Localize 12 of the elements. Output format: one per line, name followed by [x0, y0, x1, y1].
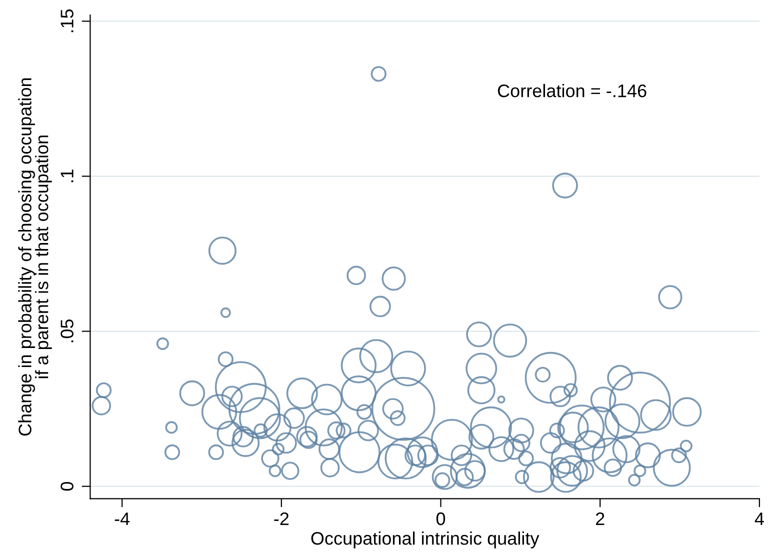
x-tick-label: 4 [754, 512, 764, 526]
y-axis-title: Change in probability of choosing occupation if a parent is in that occupation [18, 78, 52, 436]
x-tick-label: 2 [596, 512, 604, 526]
y-tick-label: .15 [60, 9, 74, 32]
y-tick-label: .05 [60, 319, 74, 342]
y-tick-label: 0 [60, 482, 74, 491]
annotation: Correlation = -.146 [498, 84, 646, 98]
x-axis-title: Occupational intrinsic quality [311, 532, 540, 548]
x-tick-label: -4 [114, 512, 130, 526]
y-tick-label: .1 [60, 170, 74, 182]
x-tick-label: -2 [274, 512, 289, 526]
x-tick-label: 0 [436, 512, 446, 526]
